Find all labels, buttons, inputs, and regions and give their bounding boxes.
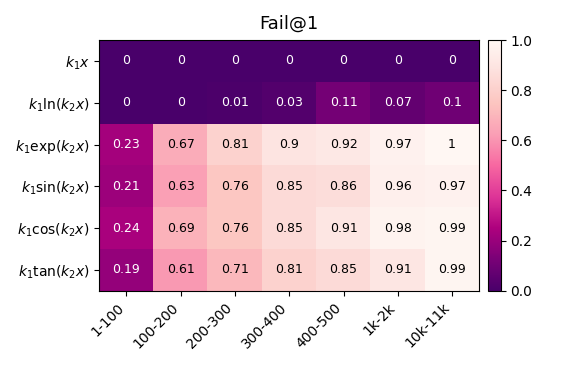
Text: 0.91: 0.91 [329, 221, 358, 235]
Text: 0.85: 0.85 [275, 221, 303, 235]
Text: 0.01: 0.01 [221, 96, 249, 109]
Text: 0.76: 0.76 [221, 180, 249, 193]
Text: 0.81: 0.81 [275, 263, 303, 276]
Text: 0.23: 0.23 [113, 138, 140, 151]
Text: 0: 0 [122, 96, 130, 109]
Text: 0: 0 [231, 55, 239, 67]
Text: 0.97: 0.97 [384, 138, 412, 151]
Text: 1: 1 [448, 138, 456, 151]
Title: Fail@1: Fail@1 [260, 15, 319, 33]
Text: 0: 0 [177, 55, 185, 67]
Text: 0: 0 [394, 55, 402, 67]
Text: 0.86: 0.86 [329, 180, 358, 193]
Text: 0.98: 0.98 [384, 221, 412, 235]
Text: 0.61: 0.61 [167, 263, 194, 276]
Text: 0: 0 [122, 55, 130, 67]
Text: 0.9: 0.9 [279, 138, 299, 151]
Text: 0.99: 0.99 [438, 263, 466, 276]
Text: 0.97: 0.97 [438, 180, 466, 193]
Text: 0.92: 0.92 [329, 138, 358, 151]
Text: 0.11: 0.11 [329, 96, 358, 109]
Text: 0.24: 0.24 [113, 221, 140, 235]
Text: 0.1: 0.1 [442, 96, 462, 109]
Text: 0: 0 [285, 55, 293, 67]
Text: 0.19: 0.19 [113, 263, 140, 276]
Text: 0: 0 [177, 96, 185, 109]
Text: 0.67: 0.67 [167, 138, 194, 151]
Text: 0.85: 0.85 [329, 263, 358, 276]
Text: 0.07: 0.07 [384, 96, 412, 109]
Text: 0.03: 0.03 [275, 96, 303, 109]
Text: 0.81: 0.81 [221, 138, 249, 151]
Text: 0.21: 0.21 [113, 180, 140, 193]
Text: 0.63: 0.63 [167, 180, 194, 193]
Text: 0.96: 0.96 [384, 180, 412, 193]
Text: 0.99: 0.99 [438, 221, 466, 235]
Text: 0: 0 [448, 55, 456, 67]
Text: 0.76: 0.76 [221, 221, 249, 235]
Text: 0.91: 0.91 [384, 263, 412, 276]
Text: 0.71: 0.71 [221, 263, 249, 276]
Text: 0.69: 0.69 [167, 221, 194, 235]
Text: 0: 0 [340, 55, 348, 67]
Text: 0.85: 0.85 [275, 180, 303, 193]
